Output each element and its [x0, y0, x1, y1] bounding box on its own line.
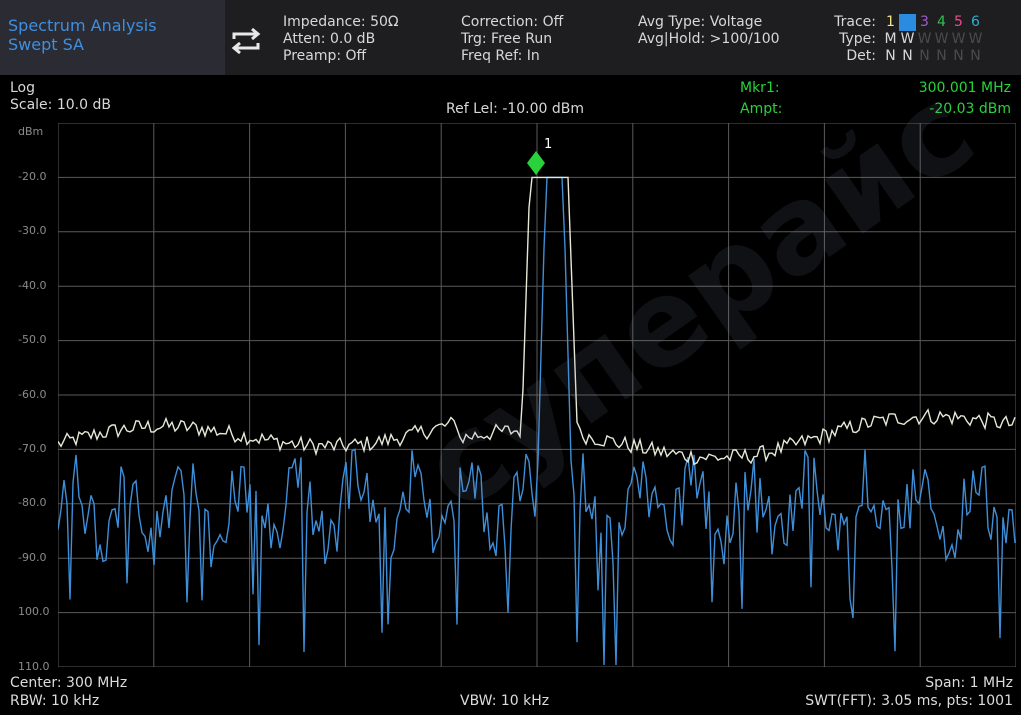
y-axis-label: 110.0 — [18, 659, 50, 673]
type-label: Type: — [839, 31, 876, 47]
avg-hold-text: Avg|Hold: >100/100 — [638, 31, 780, 47]
spectrum-plot[interactable]: 1 — [58, 123, 1016, 667]
trace-types-3: W — [917, 31, 932, 47]
impedance-text: Impedance: 50Ω — [283, 14, 399, 30]
freq-ref-text: Freq Ref: In — [461, 48, 540, 64]
y-axis-label: 100.0 — [18, 605, 50, 619]
trace-nums-2[interactable]: 2 — [899, 14, 916, 31]
trace-dets-1: N — [885, 48, 896, 64]
plot-grid — [58, 123, 1016, 667]
scale-label: Scale: 10.0 dB — [10, 97, 111, 113]
trace-dets-4: N — [936, 48, 947, 64]
refresh-icon[interactable] — [226, 25, 266, 57]
trace-nums-1[interactable]: 1 — [886, 14, 895, 30]
rbw-label[interactable]: RBW: 10 kHz — [10, 693, 100, 709]
trace-2-line — [58, 176, 1016, 666]
marker-number: 1 — [544, 137, 552, 152]
correction-text: Correction: Off — [461, 14, 564, 30]
sweep-time-label: SWT(FFT): 3.05 ms, pts: 1001 — [805, 693, 1013, 709]
mode-panel[interactable]: Spectrum Analysis Swept SA — [0, 0, 225, 75]
y-axis-label: -80.0 — [18, 496, 47, 510]
y-axis-unit: dBm — [18, 125, 44, 138]
trace-nums-4[interactable]: 4 — [937, 14, 946, 30]
marker-frequency: 300.001 MHz — [918, 80, 1011, 96]
ref-level-label: Ref Lel: -10.00 dBm — [446, 101, 585, 117]
y-axis-label: -30.0 — [18, 224, 47, 238]
mode-subtitle: Swept SA — [8, 35, 84, 54]
det-label: Det: — [846, 48, 876, 64]
y-axis-label: -60.0 — [18, 387, 47, 401]
preamp-text: Preamp: Off — [283, 48, 367, 64]
marker-diamond-icon — [527, 151, 545, 175]
trace-types-2: W — [900, 31, 915, 47]
avg-type-text: Avg Type: Voltage — [638, 14, 763, 30]
y-axis-label: -20.0 — [18, 170, 47, 183]
span-label[interactable]: Span: 1 MHz — [925, 675, 1013, 691]
trace-types-1: M — [884, 31, 897, 47]
marker-amplitude: -20.03 dBm — [929, 101, 1011, 117]
y-axis-label: -40.0 — [18, 278, 47, 292]
trace-nums-3[interactable]: 3 — [920, 14, 929, 30]
trace-dets-5: N — [953, 48, 964, 64]
trace-nums-5[interactable]: 5 — [954, 14, 963, 30]
trace-1-line — [58, 176, 1016, 466]
trace-types-5: W — [951, 31, 966, 47]
marker-1[interactable]: 1 — [527, 137, 552, 175]
trace-dets-6: N — [970, 48, 981, 64]
marker-label: Mkr1: — [740, 80, 780, 96]
y-axis-label: -90.0 — [18, 550, 47, 564]
trace-nums-6[interactable]: 6 — [971, 14, 980, 30]
log-label: Log — [10, 80, 36, 96]
trace-dets-2: N — [902, 48, 913, 64]
y-axis-label: -70.0 — [18, 442, 47, 455]
trigger-text: Trg: Free Run — [461, 31, 553, 47]
mode-title: Spectrum Analysis — [8, 16, 157, 35]
trace-label: Trace: — [834, 14, 876, 30]
atten-text: Atten: 0.0 dB — [283, 31, 376, 47]
ampt-label: Ampt: — [740, 101, 783, 117]
trace-types-4: W — [934, 31, 949, 47]
trace-dets-3: N — [919, 48, 930, 64]
vbw-label[interactable]: VBW: 10 kHz — [460, 693, 550, 709]
center-frequency[interactable]: Center: 300 MHz — [10, 675, 128, 691]
trace-types-6: W — [968, 31, 983, 47]
y-axis-label: -50.0 — [18, 333, 47, 347]
